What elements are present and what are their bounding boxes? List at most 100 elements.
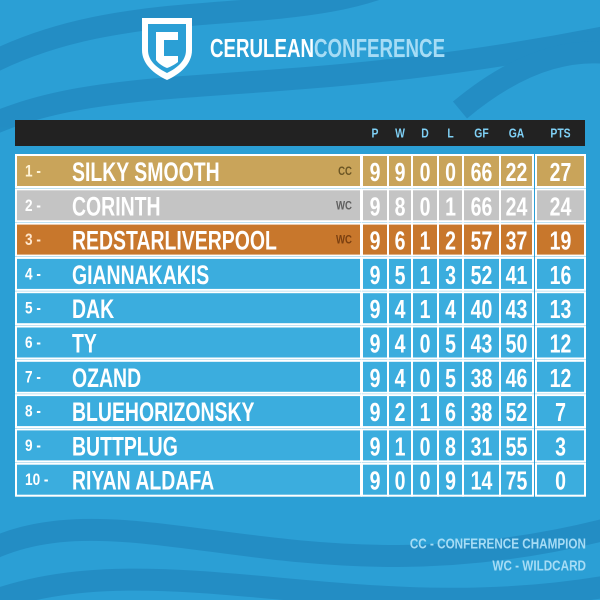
stat-cell bbox=[535, 222, 586, 257]
stat-cell bbox=[437, 428, 464, 463]
name-cell bbox=[15, 428, 362, 463]
stat-value: 19 bbox=[550, 226, 572, 256]
stat-value: 0 bbox=[420, 157, 431, 187]
column-header: L bbox=[447, 126, 453, 141]
stat-cell bbox=[411, 222, 439, 257]
stat-value: 9 bbox=[370, 191, 381, 221]
rank: 7 - bbox=[25, 367, 41, 386]
stat-value: 14 bbox=[471, 466, 493, 496]
table-row: 4 - GIANNAKAKIS 9 5 1 3 52 41 16 bbox=[15, 256, 586, 291]
stat-cell bbox=[535, 154, 586, 188]
badge: WC bbox=[336, 233, 352, 247]
stat-value: 3 bbox=[555, 431, 566, 461]
stat-cell bbox=[535, 394, 586, 429]
stat-cell bbox=[361, 462, 389, 497]
name-cell bbox=[15, 222, 362, 257]
name-cell bbox=[15, 154, 362, 188]
stat-cell bbox=[387, 291, 413, 326]
stat-value: 4 bbox=[395, 294, 406, 324]
stat-value: 16 bbox=[550, 260, 572, 290]
stat-cell bbox=[437, 256, 464, 291]
table-row: 7 - OZAND 9 4 0 5 38 46 12 bbox=[15, 359, 586, 394]
stat-cell bbox=[462, 154, 501, 188]
stat-cell bbox=[387, 154, 413, 188]
title: CERULEANCONFERENCE bbox=[210, 33, 445, 63]
stat-cell bbox=[361, 428, 389, 463]
stat-cell bbox=[499, 462, 534, 497]
stat-value: 0 bbox=[420, 329, 431, 359]
name-cell bbox=[15, 188, 362, 223]
stat-value: 0 bbox=[420, 466, 431, 496]
team-name: BLUEHORIZONSKY bbox=[72, 397, 255, 427]
stat-cell bbox=[387, 188, 413, 223]
stat-value: 43 bbox=[506, 294, 528, 324]
stat-cell bbox=[535, 462, 586, 497]
team-name: SILKY SMOOTH bbox=[72, 157, 220, 187]
stat-value: 1 bbox=[420, 397, 431, 427]
column-header: PTS bbox=[550, 126, 570, 141]
stat-value: 7 bbox=[555, 397, 566, 427]
stat-value: 9 bbox=[370, 260, 381, 290]
stat-cell bbox=[499, 359, 534, 394]
stat-value: 24 bbox=[506, 191, 528, 221]
stat-value: 5 bbox=[445, 329, 456, 359]
stat-cell bbox=[462, 394, 501, 429]
stat-value: 66 bbox=[471, 157, 493, 187]
stat-cell bbox=[462, 428, 501, 463]
stat-value: 9 bbox=[370, 294, 381, 324]
stat-value: 9 bbox=[370, 363, 381, 393]
column-header: W bbox=[395, 126, 405, 141]
stat-value: 6 bbox=[445, 397, 456, 427]
rank: 1 - bbox=[25, 162, 41, 181]
stat-cell bbox=[437, 222, 464, 257]
stat-cell bbox=[411, 188, 439, 223]
stat-value: 31 bbox=[471, 431, 493, 461]
stat-value: 5 bbox=[445, 363, 456, 393]
stat-cell bbox=[361, 222, 389, 257]
stat-cell bbox=[499, 188, 534, 223]
name-cell bbox=[15, 394, 362, 429]
stat-value: 6 bbox=[395, 226, 406, 256]
stat-value: 0 bbox=[420, 363, 431, 393]
stat-cell bbox=[462, 256, 501, 291]
stat-cell bbox=[499, 256, 534, 291]
column-header: GF bbox=[474, 126, 488, 141]
stat-value: 8 bbox=[445, 431, 456, 461]
stat-value: 66 bbox=[471, 191, 493, 221]
stat-value: 4 bbox=[395, 363, 406, 393]
rank: 5 - bbox=[25, 299, 41, 318]
header-bar bbox=[15, 120, 585, 146]
stat-cell bbox=[437, 291, 464, 326]
stat-cell bbox=[499, 394, 534, 429]
stat-value: 9 bbox=[370, 466, 381, 496]
rank: 3 - bbox=[25, 230, 41, 249]
stat-value: 2 bbox=[395, 397, 406, 427]
stat-value: 9 bbox=[370, 431, 381, 461]
stat-cell bbox=[437, 394, 464, 429]
stat-value: 46 bbox=[506, 363, 528, 393]
team-name: CORINTH bbox=[72, 191, 161, 221]
stat-value: 0 bbox=[555, 466, 566, 496]
stat-value: 4 bbox=[445, 294, 456, 324]
stat-value: 3 bbox=[445, 260, 456, 290]
stat-cell bbox=[411, 462, 439, 497]
stat-cell bbox=[499, 325, 534, 360]
stat-value: 0 bbox=[420, 431, 431, 461]
stat-value: 52 bbox=[471, 260, 493, 290]
stat-value: 9 bbox=[370, 226, 381, 256]
table-row: 3 - REDSTARLIVERPOOL WC 9 6 1 2 57 37 19 bbox=[15, 222, 586, 257]
stat-value: 9 bbox=[445, 466, 456, 496]
stat-value: 40 bbox=[471, 294, 493, 324]
stat-value: 9 bbox=[370, 329, 381, 359]
team-name: OZAND bbox=[72, 363, 141, 393]
stat-cell bbox=[462, 188, 501, 223]
stat-value: 37 bbox=[506, 226, 528, 256]
stat-value: 41 bbox=[506, 260, 528, 290]
stat-cell bbox=[437, 325, 464, 360]
legend-item: WC - WILDCARD bbox=[492, 558, 586, 575]
title-first: CERULEAN bbox=[210, 33, 314, 63]
logo bbox=[142, 18, 192, 80]
stat-cell bbox=[535, 428, 586, 463]
stat-cell bbox=[361, 394, 389, 429]
